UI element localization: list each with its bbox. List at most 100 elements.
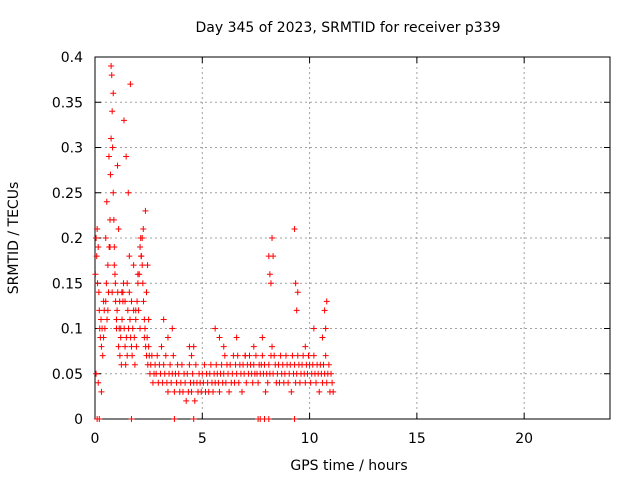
data-point — [238, 388, 245, 395]
y-axis-title: SRMTID / TECUs — [6, 182, 22, 295]
data-point — [277, 352, 284, 359]
data-point — [124, 280, 131, 287]
data-point — [145, 343, 152, 350]
data-point — [119, 316, 126, 323]
data-point — [103, 280, 110, 287]
data-point — [118, 289, 125, 296]
data-point — [167, 361, 174, 368]
data-point — [190, 343, 197, 350]
data-point — [111, 262, 118, 269]
data-point — [310, 325, 317, 332]
data-point — [313, 379, 320, 386]
data-point — [305, 352, 312, 359]
data-point — [95, 289, 102, 296]
data-point — [302, 343, 309, 350]
data-point — [122, 298, 129, 305]
data-point — [114, 162, 121, 169]
data-point — [216, 334, 223, 341]
data-point — [101, 325, 108, 332]
x-axis-title: GPS time / hours — [290, 458, 407, 474]
y-tick-label: 0 — [74, 412, 83, 428]
data-point — [189, 370, 196, 377]
data-point — [129, 352, 136, 359]
data-point — [291, 416, 298, 422]
data-point — [140, 225, 147, 232]
data-point — [107, 244, 114, 251]
data-point — [243, 379, 250, 386]
y-tick-label: 0.4 — [61, 50, 83, 66]
data-point — [139, 235, 146, 241]
data-point — [226, 388, 233, 395]
data-point — [302, 379, 309, 386]
data-point — [133, 343, 140, 350]
data-point — [105, 153, 112, 160]
x-tick-label: 0 — [91, 431, 100, 447]
chart-title: Day 345 of 2023, SRMTID for receiver p33… — [195, 20, 500, 36]
data-point — [265, 416, 272, 422]
data-point — [104, 316, 111, 323]
data-point — [114, 307, 121, 314]
data-point — [100, 334, 107, 341]
data-point — [242, 352, 249, 359]
data-point — [117, 325, 124, 332]
data-point — [111, 271, 118, 278]
data-point — [170, 352, 177, 359]
data-point — [285, 379, 292, 386]
data-point — [293, 307, 300, 314]
data-point — [112, 280, 119, 287]
data-point — [141, 334, 148, 341]
data-point — [171, 388, 178, 395]
data-point — [322, 325, 329, 332]
data-point — [93, 253, 100, 260]
x-axis-tick-labels: 0 5 10 15 20 — [91, 431, 534, 447]
data-point — [250, 361, 257, 368]
data-point — [132, 316, 139, 323]
data-point — [300, 352, 307, 359]
data-point — [108, 63, 115, 70]
data-point — [294, 289, 301, 296]
data-point — [222, 379, 229, 386]
data-point — [126, 253, 133, 260]
data-point — [323, 379, 330, 386]
data-point — [99, 352, 106, 359]
data-point — [235, 379, 242, 386]
data-point — [96, 416, 103, 422]
data-point — [169, 325, 176, 332]
data-point — [120, 117, 127, 124]
data-point — [294, 352, 301, 359]
x-tick-label: 10 — [301, 431, 319, 447]
data-point — [259, 352, 266, 359]
data-point — [131, 361, 138, 368]
data-point — [110, 189, 117, 196]
data-point — [270, 253, 277, 260]
data-point — [182, 379, 189, 386]
data-point — [271, 352, 278, 359]
data-point — [94, 225, 101, 232]
data-point — [139, 262, 146, 269]
data-point — [262, 388, 269, 395]
data-point — [93, 235, 100, 241]
data-point — [143, 289, 150, 296]
data-point — [104, 262, 111, 269]
data-point — [116, 352, 123, 359]
data-point — [218, 361, 225, 368]
data-point — [191, 397, 198, 404]
data-point — [184, 370, 191, 377]
data-point — [134, 271, 141, 278]
data-point — [100, 298, 107, 305]
data-point — [148, 352, 155, 359]
data-point — [110, 216, 117, 223]
data-point — [190, 416, 197, 422]
data-point — [92, 271, 99, 278]
data-point — [282, 352, 289, 359]
data-point — [319, 334, 326, 341]
data-point — [233, 334, 240, 341]
data-point — [137, 325, 144, 332]
data-point — [131, 334, 138, 341]
data-point — [291, 225, 298, 232]
data-point — [129, 325, 136, 332]
data-point — [186, 361, 193, 368]
data-point — [330, 388, 337, 395]
data-point — [95, 379, 102, 386]
data-point — [221, 352, 228, 359]
